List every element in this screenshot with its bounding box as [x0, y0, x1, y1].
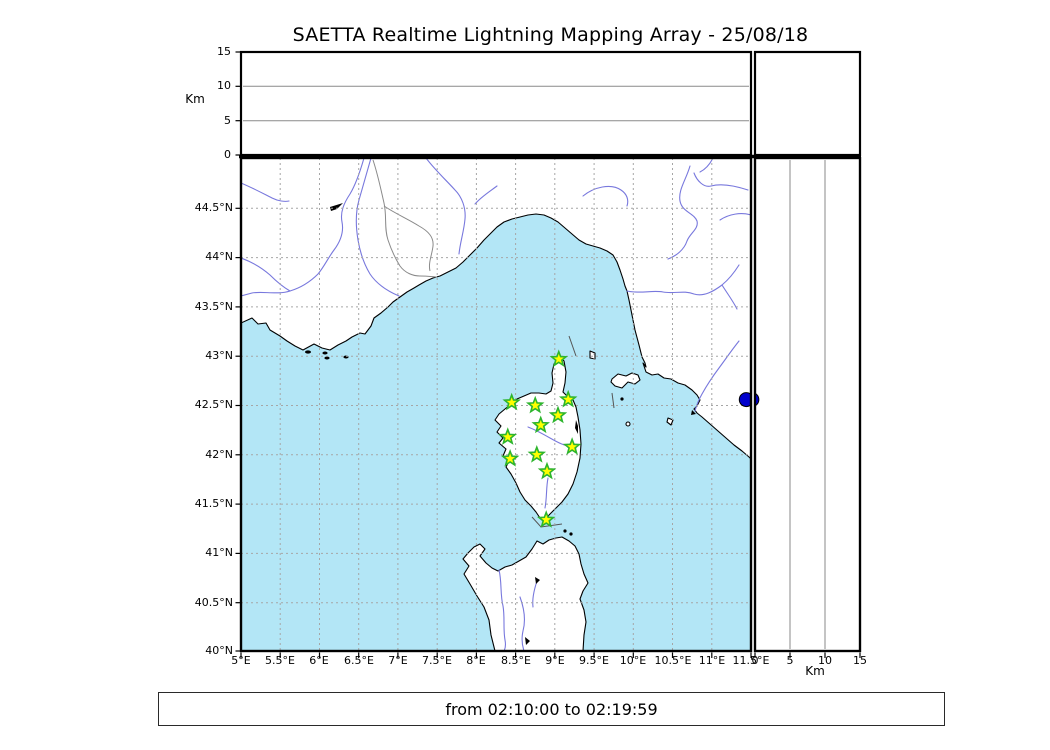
- y-tick: 43.5°N: [194, 300, 233, 313]
- x-tick: 5.5°E: [265, 654, 295, 667]
- x-tick: 11.5°E: [732, 654, 770, 667]
- right-altitude-panel: [753, 156, 862, 653]
- top-panel-tick: 5: [224, 114, 231, 127]
- y-tick: 44°N: [205, 250, 233, 263]
- right-panel-tick: 10: [818, 654, 832, 667]
- x-tick: 9°E: [545, 654, 565, 667]
- top-panel-tick: 15: [217, 45, 231, 58]
- sardinia-coastline: [462, 536, 589, 650]
- x-tick: 7°E: [388, 654, 408, 667]
- giglio-island: [666, 417, 674, 426]
- tick-marks: [235, 51, 861, 658]
- montecristo-island: [625, 421, 631, 427]
- y-tick: 42.5°N: [194, 398, 233, 411]
- map-panel: [239, 156, 753, 653]
- elba-island: [610, 372, 641, 389]
- y-tick: 40.5°N: [194, 596, 233, 609]
- top-panel-tick: 10: [217, 79, 231, 92]
- right-panel-tick: 5: [786, 654, 794, 667]
- lightning-source-altitude-layer: [756, 393, 760, 406]
- x-tick: 8.5°E: [501, 654, 531, 667]
- y-tick: 41°N: [205, 546, 233, 559]
- right-panel-axis-label: Km: [805, 664, 825, 678]
- right-panel-tick: 15: [853, 654, 867, 667]
- x-tick: 11°E: [698, 654, 726, 667]
- x-tick: 9.5°E: [579, 654, 609, 667]
- landmass-layer: [242, 159, 750, 650]
- top-panel-axis-label: Km: [185, 92, 205, 106]
- time-range-text: from 02:10:00 to 02:19:59: [445, 699, 658, 719]
- x-tick: 6.5°E: [344, 654, 374, 667]
- lightning-source-map-layer: [738, 392, 750, 408]
- x-tick: 10°E: [619, 654, 647, 667]
- top-altitude-panel: [239, 50, 753, 157]
- top-panel-tick: 0: [224, 148, 231, 161]
- y-tick: 41.5°N: [194, 497, 233, 510]
- y-tick: 40°N: [205, 644, 233, 657]
- corsica-coastline: [494, 356, 582, 521]
- x-tick: 6°E: [309, 654, 329, 667]
- lightning-source-dot: [738, 392, 750, 408]
- lightning-source-dot: [756, 393, 760, 406]
- time-range-box: from 02:10:00 to 02:19:59: [158, 692, 945, 726]
- y-tick: 44.5°N: [194, 201, 233, 214]
- corner-panel: [753, 50, 862, 157]
- x-tick: 7.5°E: [422, 654, 452, 667]
- x-tick: 8°E: [466, 654, 486, 667]
- y-tick: 42°N: [205, 448, 233, 461]
- river-layer: [242, 159, 750, 650]
- right-panel-tick: 0: [751, 654, 759, 667]
- x-tick: 5°E: [231, 654, 251, 667]
- x-tick: 10.5°E: [654, 654, 692, 667]
- y-tick: 43°N: [205, 349, 233, 362]
- admin-border-layer: [372, 159, 438, 278]
- figure-title: SAETTA Realtime Lightning Mapping Array …: [292, 24, 809, 46]
